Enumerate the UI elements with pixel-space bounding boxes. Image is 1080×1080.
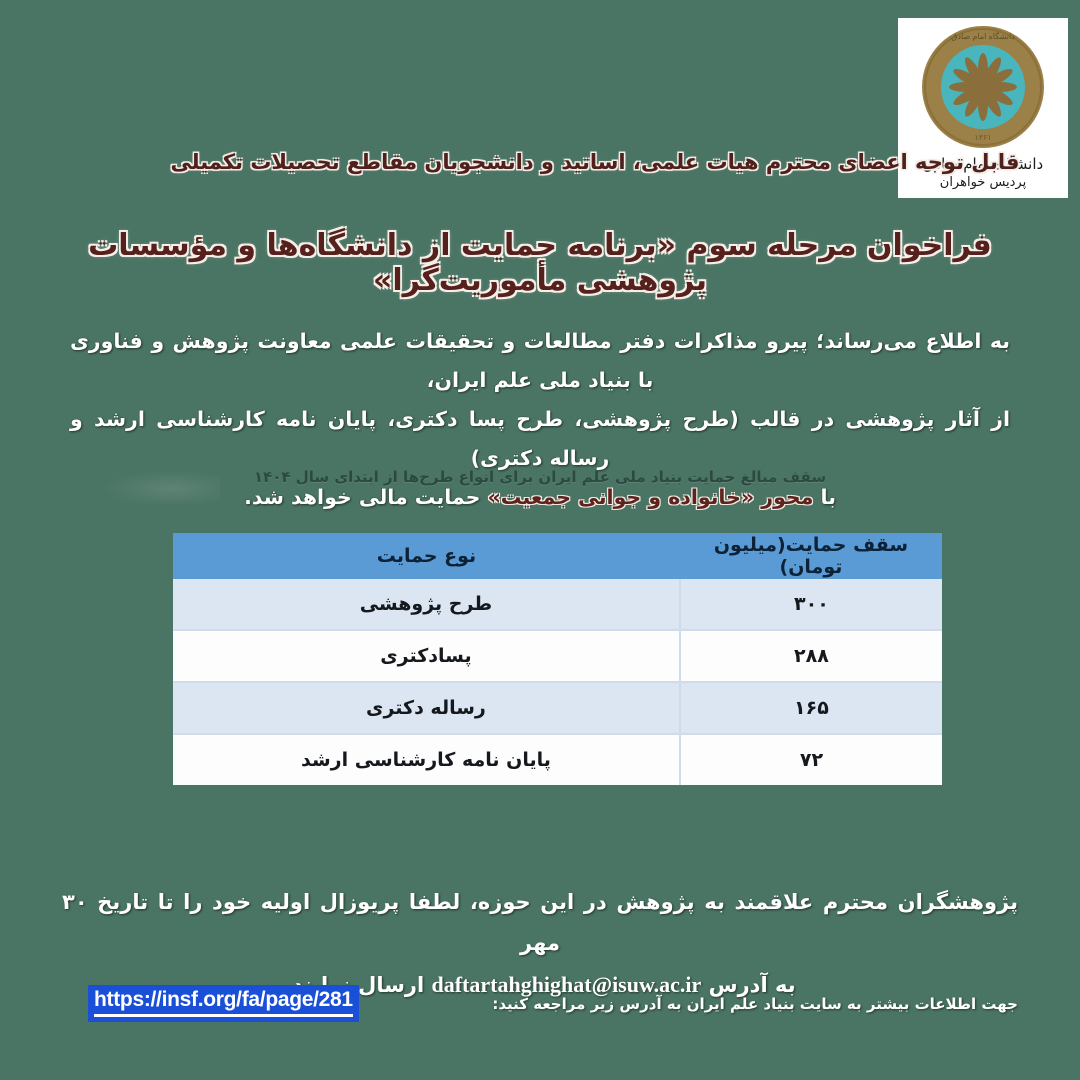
cell-type: پسادکتری xyxy=(173,630,681,683)
cell-type: رساله دکتری xyxy=(173,682,681,735)
table-caption: سقف مبالغ حمایت بنیاد ملی علم ایران برای… xyxy=(253,468,827,486)
column-header-type: نوع حمایت xyxy=(173,533,680,579)
website-link[interactable]: https://insf.org/fa/page/281 xyxy=(94,988,353,1011)
table-header-row: سقف حمایت(میلیون تومان) نوع حمایت xyxy=(173,533,942,579)
seal-petal xyxy=(978,53,988,87)
body-line-3-pre: با xyxy=(813,484,836,509)
footer-line-1: پژوهشگران محترم علاقمند به پژوهش در این … xyxy=(62,890,1018,955)
attention-notice: قابل توجه اعضای محترم هیات علمی، اساتید … xyxy=(170,150,1020,174)
logo-name-line1: دانشگاه امام صادق xyxy=(922,155,1044,173)
body-accent-mehvar: محور xyxy=(761,484,814,509)
seal-arc-text: دانشگاه امام صادق xyxy=(951,32,1015,41)
link-underline xyxy=(94,1014,353,1017)
cell-type: پایان نامه کارشناسی ارشد xyxy=(173,734,681,785)
more-info-text: جهت اطلاعات بیشتر به سایت بنیاد علم ایرا… xyxy=(492,995,1018,1013)
footer-address-prefix: به آدرس xyxy=(701,972,796,997)
table-row: ۳۰۰ طرح پژوهشی xyxy=(173,579,942,631)
cell-cap: ۱۶۵ xyxy=(678,682,942,735)
body-line-2: از آثار پژوهشی در قالب (طرح پژوهشی، طرح … xyxy=(70,406,1010,470)
body-line-3: با محور «خانواده و جوانی جمعیت» حمایت ما… xyxy=(70,478,1010,517)
body-line-1: به اطلاع می‌رساند؛ پیرو مذاکرات دفتر مطا… xyxy=(70,329,1010,392)
university-logo: دانشگاه امام صادق ۱۳۶۱ دانشگاه امام صادق… xyxy=(898,18,1068,198)
cell-cap: ۷۲ xyxy=(678,734,942,785)
table-row: ۲۸۸ پسادکتری xyxy=(173,630,942,683)
body-paragraph: به اطلاع می‌رساند؛ پیرو مذاکرات دفتر مطا… xyxy=(70,322,1010,517)
body-line-3-post: حمایت مالی خواهد شد. xyxy=(244,484,488,509)
column-header-cap: سقف حمایت(میلیون تومان) xyxy=(679,533,942,579)
cell-cap: ۲۸۸ xyxy=(678,630,942,683)
page-title: فراخوان مرحله سوم «برنامه حمایت از دانشگ… xyxy=(88,228,992,298)
seal-date: ۱۳۶۱ xyxy=(974,133,992,142)
cell-type: طرح پژوهشی xyxy=(173,579,681,631)
table-row: ۷۲ پایان نامه کارشناسی ارشد xyxy=(173,734,942,785)
table-row: ۱۶۵ رساله دکتری xyxy=(173,682,942,735)
website-link-chip[interactable]: https://insf.org/fa/page/281 xyxy=(88,985,359,1022)
logo-name-line2: پردیس خواهران xyxy=(939,175,1027,191)
university-seal-icon: دانشگاه امام صادق ۱۳۶۱ xyxy=(922,26,1044,148)
support-amounts-table: سقف حمایت(میلیون تومان) نوع حمایت ۳۰۰ طر… xyxy=(173,533,942,785)
body-accent-theme: «خانواده و جوانی جمعیت» xyxy=(487,484,755,509)
seal-rosette xyxy=(941,45,1025,129)
table-body: ۳۰۰ طرح پژوهشی ۲۸۸ پسادکتری ۱۶۵ رساله دک… xyxy=(173,579,942,785)
seal-outer-ring xyxy=(924,28,1042,146)
logo-name: دانشگاه امام صادق پردیس خواهران xyxy=(923,154,1043,192)
cell-cap: ۳۰۰ xyxy=(678,579,942,631)
contact-email[interactable]: daftartahghighat@isuw.ac.ir xyxy=(431,971,702,997)
